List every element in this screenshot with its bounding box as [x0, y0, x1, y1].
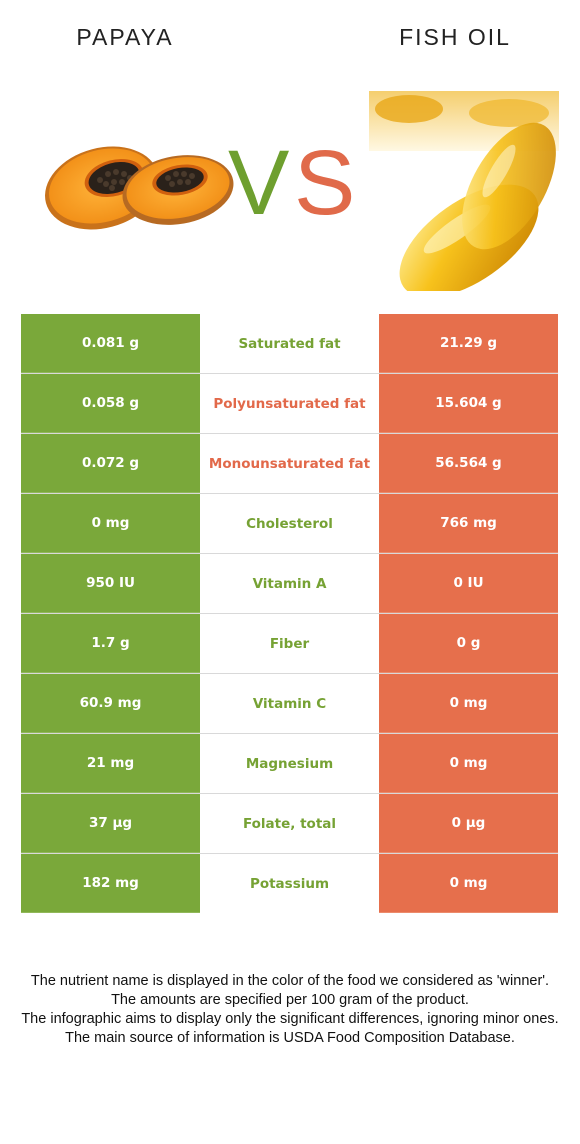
table-row: 1.7 g Fiber 0 g: [21, 614, 558, 674]
left-food-title: PAPAYA: [76, 24, 174, 50]
right-value: 0 mg: [379, 854, 558, 913]
nutrient-name: Folate, total: [200, 794, 379, 853]
nutrient-name: Monounsaturated fat: [200, 434, 379, 493]
vs-v: V: [228, 132, 290, 234]
table-row: 182 mg Potassium 0 mg: [21, 854, 558, 913]
right-value: 56.564 g: [379, 434, 558, 493]
nutrient-table: 0.081 g Saturated fat 21.29 g 0.058 g Polyun…: [21, 314, 558, 913]
left-value: 37 µg: [21, 794, 200, 853]
right-value: 15.604 g: [379, 374, 558, 433]
right-value: 0 IU: [379, 554, 558, 613]
vs-label: V S: [228, 132, 356, 234]
table-row: 37 µg Folate, total 0 µg: [21, 794, 558, 854]
nutrient-name: Potassium: [200, 854, 379, 913]
left-value: 0.072 g: [21, 434, 200, 493]
footer-notes: The nutrient name is displayed in the co…: [18, 972, 562, 1048]
footer-line-2: The amounts are specified per 100 gram o…: [111, 992, 469, 1008]
right-value: 0 g: [379, 614, 558, 673]
left-value: 1.7 g: [21, 614, 200, 673]
left-value: 0.081 g: [21, 314, 200, 373]
fish-oil-image: [369, 91, 559, 291]
nutrient-name: Vitamin A: [200, 554, 379, 613]
nutrient-name: Fiber: [200, 614, 379, 673]
footer-line-3: The infographic aims to display only the…: [21, 1011, 559, 1027]
table-row: 0.072 g Monounsaturated fat 56.564 g: [21, 434, 558, 494]
table-row: 0 mg Cholesterol 766 mg: [21, 494, 558, 554]
nutrient-name: Magnesium: [200, 734, 379, 793]
footer-line-1: The nutrient name is displayed in the co…: [30, 973, 550, 989]
table-row: 0.081 g Saturated fat 21.29 g: [21, 314, 558, 374]
nutrient-name: Vitamin C: [200, 674, 379, 733]
nutrient-name: Saturated fat: [200, 314, 379, 373]
left-value: 0.058 g: [21, 374, 200, 433]
left-value: 21 mg: [21, 734, 200, 793]
right-value: 0 µg: [379, 794, 558, 853]
right-value: 0 mg: [379, 674, 558, 733]
table-row: 21 mg Magnesium 0 mg: [21, 734, 558, 794]
right-value: 21.29 g: [379, 314, 558, 373]
right-value: 766 mg: [379, 494, 558, 553]
nutrient-name: Polyunsaturated fat: [200, 374, 379, 433]
papaya-image: [45, 146, 234, 230]
left-value: 182 mg: [21, 854, 200, 913]
vs-s: S: [294, 132, 356, 234]
left-value: 0 mg: [21, 494, 200, 553]
left-value: 60.9 mg: [21, 674, 200, 733]
left-value: 950 IU: [21, 554, 200, 613]
table-row: 0.058 g Polyunsaturated fat 15.604 g: [21, 374, 558, 434]
right-food-title: FISH OIL: [399, 24, 511, 50]
right-value: 0 mg: [379, 734, 558, 793]
footer-line-4: The main source of information is USDA F…: [65, 1030, 515, 1046]
nutrient-name: Cholesterol: [200, 494, 379, 553]
